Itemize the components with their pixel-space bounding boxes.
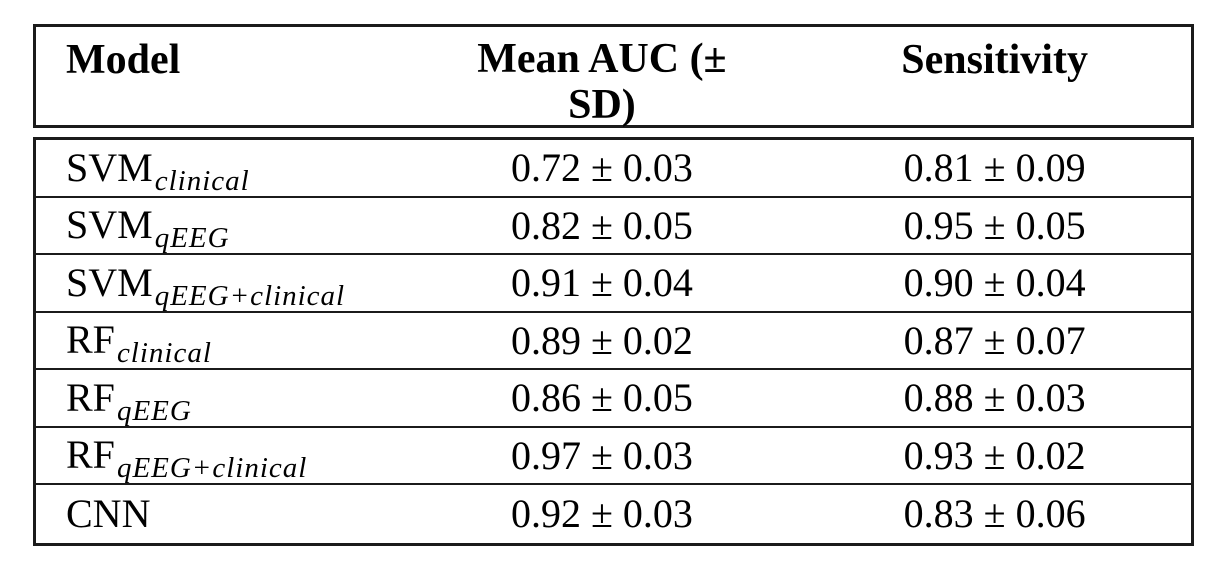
column-header-auc-line1: Mean AUC (± bbox=[477, 36, 727, 82]
auc-value: 0.97 ± 0.03 bbox=[510, 432, 693, 478]
sensitivity-value: 0.81 ± 0.09 bbox=[903, 145, 1086, 191]
auc-value: 0.91 ± 0.04 bbox=[510, 260, 693, 306]
model-name: RF bbox=[66, 317, 115, 363]
results-table: Model Mean AUC (± SD) Sensitivity SVMcli… bbox=[33, 24, 1194, 546]
model-subscript: qEEG bbox=[116, 394, 192, 427]
model-cell: SVMqEEG+clinical bbox=[36, 259, 406, 310]
auc-value: 0.72 ± 0.03 bbox=[510, 145, 693, 191]
sensitivity-value: 0.95 ± 0.05 bbox=[903, 202, 1086, 248]
model-cell: CNN bbox=[36, 490, 406, 536]
model-cell: SVMqEEG bbox=[36, 202, 406, 253]
model-subscript: clinical bbox=[116, 337, 212, 370]
table-body: SVMclinical 0.72 ± 0.03 0.81 ± 0.09 SVMq… bbox=[33, 137, 1194, 546]
model-subscript: qEEG+clinical bbox=[116, 452, 308, 485]
table-row: SVMqEEG 0.82 ± 0.05 0.95 ± 0.05 bbox=[36, 198, 1191, 255]
table-row: RFclinical 0.89 ± 0.02 0.87 ± 0.07 bbox=[36, 313, 1191, 370]
column-header-auc: Mean AUC (± SD) bbox=[406, 36, 799, 128]
table-row: SVMclinical 0.72 ± 0.03 0.81 ± 0.09 bbox=[36, 140, 1191, 198]
auc-value: 0.89 ± 0.02 bbox=[510, 317, 693, 363]
model-cell: RFclinical bbox=[36, 317, 406, 368]
table-header-row: Model Mean AUC (± SD) Sensitivity bbox=[33, 24, 1194, 128]
table-row: RFqEEG+clinical 0.97 ± 0.03 0.93 ± 0.02 bbox=[36, 428, 1191, 485]
sensitivity-value: 0.87 ± 0.07 bbox=[903, 317, 1086, 363]
model-cell: RFqEEG bbox=[36, 374, 406, 425]
model-name: RF bbox=[66, 374, 115, 420]
model-name: CNN bbox=[66, 490, 151, 536]
table-row: RFqEEG 0.86 ± 0.05 0.88 ± 0.03 bbox=[36, 370, 1191, 428]
column-header-auc-line2: SD) bbox=[568, 82, 636, 128]
model-name: RF bbox=[66, 432, 115, 478]
model-subscript: qEEG bbox=[154, 222, 230, 255]
table-row: SVMqEEG+clinical 0.91 ± 0.04 0.90 ± 0.04 bbox=[36, 255, 1191, 313]
auc-value: 0.86 ± 0.05 bbox=[510, 375, 693, 421]
sensitivity-value: 0.83 ± 0.06 bbox=[903, 491, 1086, 537]
auc-value: 0.92 ± 0.03 bbox=[510, 491, 693, 537]
model-name: SVM bbox=[66, 144, 153, 190]
sensitivity-value: 0.88 ± 0.03 bbox=[903, 375, 1086, 421]
model-cell: SVMclinical bbox=[36, 144, 406, 195]
model-name: SVM bbox=[66, 202, 153, 248]
column-header-sensitivity: Sensitivity bbox=[901, 37, 1088, 83]
model-cell: RFqEEG+clinical bbox=[36, 432, 406, 483]
auc-value: 0.82 ± 0.05 bbox=[510, 202, 693, 248]
model-subscript: clinical bbox=[154, 164, 250, 197]
model-subscript: qEEG+clinical bbox=[154, 279, 346, 312]
sensitivity-value: 0.90 ± 0.04 bbox=[903, 260, 1086, 306]
sensitivity-value: 0.93 ± 0.02 bbox=[903, 432, 1086, 478]
column-header-model: Model bbox=[66, 37, 181, 83]
table-row: CNN 0.92 ± 0.03 0.83 ± 0.06 bbox=[36, 485, 1191, 543]
model-name: SVM bbox=[66, 259, 153, 305]
